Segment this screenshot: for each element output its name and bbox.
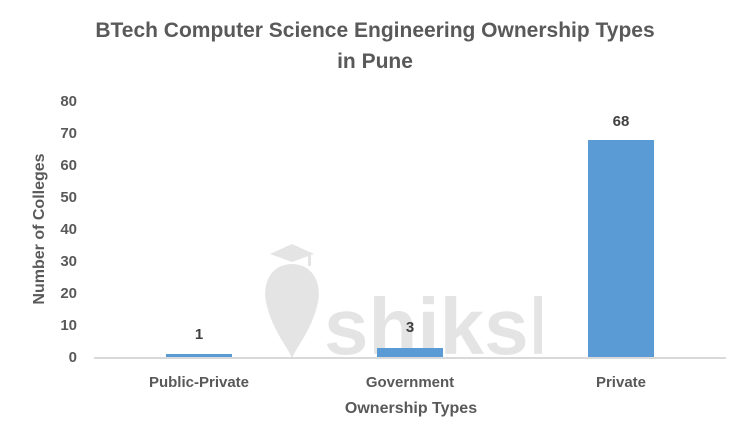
y-tick: 60 <box>60 157 77 174</box>
chart-title-line-2: in Pune <box>337 50 413 73</box>
shiksha-watermark-icon: shiksha <box>265 244 542 362</box>
bar <box>588 140 654 357</box>
chart-title-line-1: BTech Computer Science Engineering Owner… <box>95 19 655 42</box>
data-label: 1 <box>194 326 204 343</box>
bar <box>377 348 443 357</box>
y-tick: 30 <box>60 253 77 270</box>
y-tick: 20 <box>60 285 77 302</box>
x-axis-line <box>94 357 726 359</box>
x-tick-public-private: Public-Private <box>148 374 250 391</box>
y-tick: 0 <box>68 349 77 366</box>
x-axis-label: Ownership Types <box>344 400 478 417</box>
bar <box>166 354 232 357</box>
y-tick: 80 <box>60 93 77 110</box>
y-tick: 70 <box>60 125 77 142</box>
y-tick: 40 <box>60 221 77 238</box>
x-tick-private: Private <box>595 374 647 391</box>
data-label: 68 <box>612 113 630 130</box>
data-label: 3 <box>405 319 415 336</box>
y-tick: 10 <box>60 317 77 334</box>
x-tick-government: Government <box>365 374 455 391</box>
y-tick: 50 <box>60 189 77 206</box>
